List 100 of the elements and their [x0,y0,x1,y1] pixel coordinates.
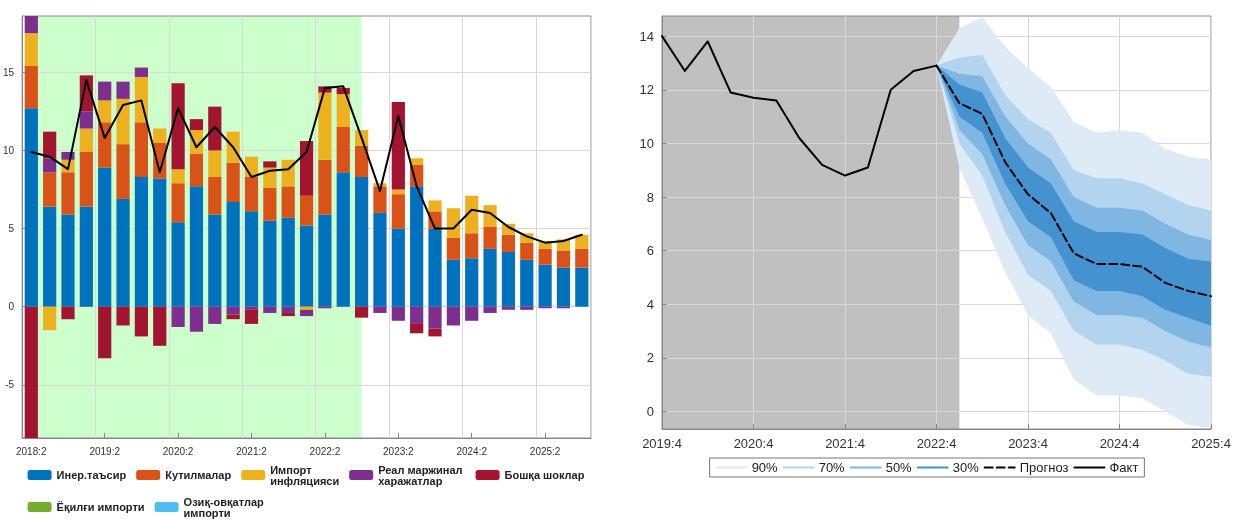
y-tick-label: 12 [639,82,654,98]
bar [575,267,589,307]
y-tick-label: 15 [3,66,15,78]
x-tick-label: 2022:4 [916,436,957,451]
bar [428,306,442,329]
x-tick-label: 2024:2 [456,445,488,457]
bar [465,306,479,321]
bar [153,178,167,307]
bar [299,195,314,226]
bar [520,242,534,260]
bar [391,194,405,229]
bar [244,211,259,307]
bar [336,94,350,127]
bar [153,128,167,143]
bar [208,214,222,307]
bar [263,161,277,168]
bar [318,214,332,307]
bar [446,237,460,260]
bar [116,144,130,199]
legend-label: 70% [818,460,846,475]
bar [79,151,93,207]
x-tick-label: 2020:4 [733,436,774,451]
y-tick-label: -5 [5,379,15,391]
bar [299,225,314,307]
bar [336,172,350,307]
bar [299,309,314,317]
bar [391,228,405,307]
bar [263,187,277,221]
y-tick-label: 5 [8,223,15,235]
bar [299,141,314,196]
bar [336,126,350,173]
bar [465,233,479,259]
bar [318,92,332,160]
bar [465,258,479,307]
bar [153,306,167,346]
bar [355,306,369,318]
legend-label: Бошқа шоклар [504,469,585,481]
bar [24,108,38,307]
x-tick-label: 2025:2 [529,445,561,457]
bar [226,306,240,315]
bar [538,248,552,265]
x-tick-label: 2024:4 [1099,436,1140,451]
bar [134,306,149,337]
legend-label: Прогноз [1019,460,1069,475]
bar [244,306,259,310]
bar [483,227,497,249]
bar [208,106,222,151]
y-tick-label: 6 [646,243,654,259]
bar [171,169,185,184]
bar [263,306,277,313]
legend-label: 50% [885,460,913,475]
bar [208,150,222,177]
bar [501,234,516,253]
bar [24,16,38,34]
x-tick-label: 2021:2 [236,445,268,457]
bar [575,234,589,249]
bar [281,312,295,317]
bar [263,220,277,307]
bar [446,306,460,326]
bar [281,186,295,218]
bar [134,176,149,307]
bar [24,66,38,109]
bar [373,212,387,307]
bar [226,162,240,202]
bar [98,100,112,123]
x-tick-label: 2021:4 [825,436,865,451]
bar [79,206,93,307]
bar [244,176,259,212]
bar [79,111,93,129]
bar [410,323,424,334]
bar [171,183,185,223]
bar [501,252,516,307]
bar [556,267,571,307]
bar [98,122,112,168]
bar [428,200,442,212]
bar [116,198,130,307]
bar [575,248,589,268]
bar [483,306,497,313]
bar [189,186,204,307]
bar [61,306,75,320]
bar [281,306,295,313]
bar [61,214,75,307]
y-tick-label: 14 [639,28,654,44]
bar [171,306,185,328]
bar [373,186,387,213]
bar [134,67,149,77]
bar [24,306,38,438]
y-tick-label: 10 [3,144,15,156]
bar [189,306,204,332]
legend-label: Импорт инфляцияси [270,463,340,487]
bar [43,158,57,173]
x-tick-label: 2018:2 [16,445,48,457]
bar [134,122,149,177]
bar [43,206,57,307]
bar [299,306,314,310]
bar [501,306,516,310]
bar [98,306,112,359]
x-tick-label: 2019:4 [642,436,682,451]
legend-label: Ёқилғи импорти [56,501,145,513]
bar [410,306,424,324]
